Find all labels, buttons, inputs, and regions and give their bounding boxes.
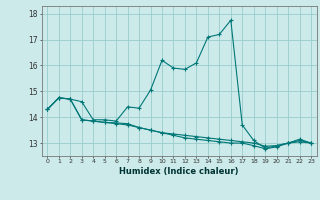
X-axis label: Humidex (Indice chaleur): Humidex (Indice chaleur): [119, 167, 239, 176]
